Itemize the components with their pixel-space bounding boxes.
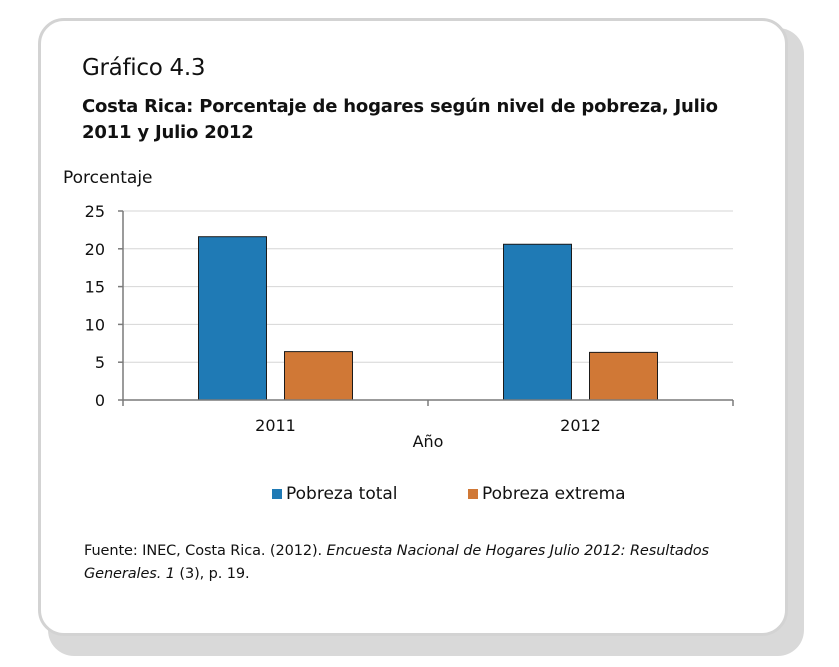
x-tick-label: 2012 [560, 416, 601, 435]
legend-swatch-pobreza-total [272, 489, 282, 499]
source-prefix: Fuente: INEC, Costa Rica. (2012). [84, 543, 327, 559]
bar-pobreza-extrema-2011 [284, 351, 353, 401]
figure-label: Gráfico 4.3 [82, 55, 206, 81]
y-tick-label: 15 [85, 278, 105, 297]
figure-title: Costa Rica: Porcentaje de hogares según … [82, 96, 718, 143]
x-axis-title: Año [413, 432, 444, 451]
y-axis-ticks: 0 5 10 15 20 25 [85, 202, 123, 410]
legend-swatch-pobreza-extrema [468, 489, 478, 499]
legend-label-pobreza-total: Pobreza total [286, 484, 398, 504]
legend-label-pobreza-extrema: Pobreza extrema [482, 484, 626, 504]
legend-item-pobreza-total: Pobreza total [272, 484, 398, 504]
x-tick-label: 2011 [255, 416, 296, 435]
bar-pobreza-extrema-2012 [589, 351, 658, 401]
y-tick-label: 25 [85, 202, 105, 221]
bar-pobreza-total-2011 [198, 236, 267, 401]
bar-pobreza-total-2012 [503, 243, 572, 401]
y-tick-label: 0 [95, 391, 105, 410]
bars [198, 236, 658, 401]
y-tick-label: 5 [95, 353, 105, 372]
source-note: Fuente: INEC, Costa Rica. (2012). Encues… [84, 540, 784, 586]
x-axis-ticks: 2011 2012 [122, 400, 734, 435]
legend-item-pobreza-extrema: Pobreza extrema [468, 484, 626, 504]
y-axis-title: Porcentaje [63, 168, 153, 188]
figure-card [38, 18, 788, 636]
source-title: Encuesta Nacional de Hogares Julio 2012:… [84, 543, 709, 582]
source-suffix: (3), p. 19. [174, 566, 250, 582]
y-tick-label: 10 [85, 315, 105, 334]
y-tick-label: 20 [85, 240, 105, 259]
